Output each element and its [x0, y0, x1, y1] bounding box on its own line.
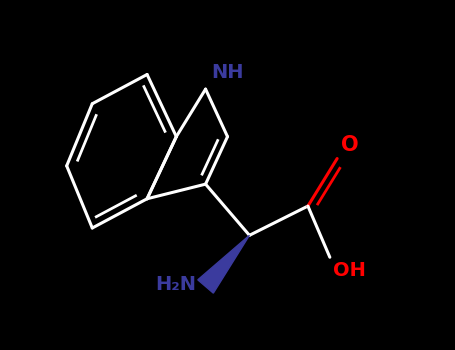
- Text: NH: NH: [211, 63, 243, 82]
- Text: O: O: [341, 135, 359, 155]
- Text: H₂N: H₂N: [156, 275, 197, 294]
- Polygon shape: [198, 235, 249, 293]
- Text: OH: OH: [334, 261, 366, 280]
